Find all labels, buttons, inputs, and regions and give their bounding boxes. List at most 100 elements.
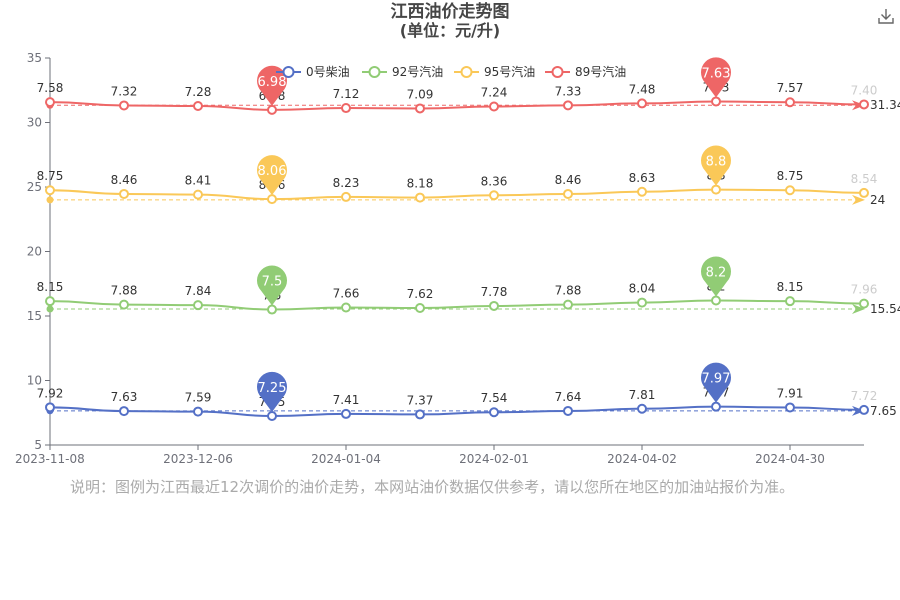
- max-marker-label: 8.2: [706, 266, 727, 281]
- data-point: [341, 302, 351, 313]
- average-label: 24: [870, 193, 885, 207]
- y-tick-label: 35: [27, 51, 42, 65]
- data-label: 7.32: [111, 84, 138, 98]
- data-point: [193, 300, 203, 311]
- data-point: [341, 191, 351, 202]
- data-label: 7.72: [851, 389, 878, 403]
- data-label: 7.92: [37, 386, 64, 400]
- data-label: 7.28: [185, 85, 212, 99]
- data-point: [267, 410, 277, 421]
- data-label: 7.78: [481, 285, 508, 299]
- data-point: [563, 405, 573, 416]
- data-point: [119, 100, 129, 111]
- data-label: 8.46: [111, 173, 138, 187]
- x-tick-label: 2024-01-04: [311, 452, 381, 466]
- data-point: [637, 186, 647, 197]
- data-point: [267, 304, 277, 315]
- data-point: [859, 187, 869, 198]
- min-marker-label: 7.25: [258, 381, 287, 396]
- max-marker-label: 7.63: [702, 66, 731, 81]
- data-point: [711, 401, 721, 412]
- average-label: 15.54: [870, 302, 900, 316]
- data-label: 8.15: [37, 280, 64, 294]
- y-tick-label: 5: [34, 438, 42, 452]
- data-point: [637, 98, 647, 109]
- data-point: [489, 101, 499, 112]
- axes: 5 10 15 20 25 30 35 2023-11-08 2023-12-06 2024-01…: [15, 51, 864, 466]
- legend-item-label: 95号汽油: [484, 64, 535, 79]
- data-point: [785, 185, 795, 196]
- data-label: 7.40: [851, 83, 878, 97]
- max-marker: [701, 256, 732, 297]
- average-arrow: [852, 304, 865, 315]
- data-label: 7.33: [555, 84, 582, 98]
- x-tick-label: 2024-04-30: [755, 452, 825, 466]
- min-marker: [257, 65, 287, 106]
- legend-swatch-dot: [551, 66, 564, 78]
- legend-item-label: 0号柴油: [306, 65, 350, 79]
- data-label: 7.88: [555, 284, 582, 298]
- legend-swatch-dot: [282, 66, 295, 78]
- data-label: 7.96: [851, 283, 878, 297]
- min-marker: [257, 265, 288, 306]
- data-label: 7.58: [37, 81, 64, 95]
- series-line: [49, 299, 865, 311]
- data-point: [637, 403, 647, 414]
- min-marker: [257, 155, 288, 196]
- legend-item-label: 89号汽油: [575, 64, 626, 79]
- data-point: [563, 299, 573, 310]
- data-point: [785, 97, 795, 108]
- legend[interactable]: 0号柴油 92号汽油 95号汽油 89号汽油: [276, 64, 626, 79]
- data-point: [859, 404, 869, 415]
- data-point: [193, 406, 203, 417]
- data-point: [45, 296, 55, 307]
- download-icon[interactable]: [876, 6, 896, 26]
- data-label: 8.75: [777, 169, 804, 183]
- data-point: [415, 192, 425, 203]
- series-lines: 7.65 15.54 24 31.34: [45, 96, 900, 421]
- data-label: 8.54: [851, 172, 878, 186]
- x-tick-label: 2024-04-02: [607, 452, 677, 466]
- data-point: [119, 188, 129, 199]
- data-point: [785, 402, 795, 413]
- data-label: 7.81: [629, 388, 656, 402]
- average-start-dot: [46, 196, 54, 204]
- data-label: 7.84: [185, 284, 212, 298]
- data-point: [415, 103, 425, 114]
- chart-area: 5 10 15 20 25 30 35 2023-11-08 2023-12-06 2024-01…: [15, 51, 900, 466]
- data-label: 7.48: [629, 82, 656, 96]
- data-point: [267, 104, 277, 115]
- data-label: 8.36: [481, 174, 508, 188]
- data-point: [415, 409, 425, 420]
- data-point: [267, 194, 277, 205]
- data-label: 7.09: [407, 87, 434, 101]
- data-label: 7.59: [185, 391, 212, 405]
- min-marker-label: 7.5: [262, 275, 283, 290]
- data-label: 8.04: [629, 282, 656, 296]
- data-label: 7.91: [777, 386, 804, 400]
- data-label: 7.64: [555, 390, 582, 404]
- max-marker-label: 7.97: [702, 372, 731, 387]
- data-label: 8.41: [185, 174, 212, 188]
- data-label: 8.63: [629, 171, 656, 185]
- average-label: 31.34: [870, 98, 900, 112]
- data-point: [711, 184, 721, 195]
- data-label: 8.15: [777, 280, 804, 294]
- min-marker: [257, 371, 288, 412]
- data-point: [341, 408, 351, 419]
- data-label: 8.18: [407, 177, 434, 191]
- data-point: [489, 300, 499, 311]
- data-labels: 7.92 7.63 7.59 7.25 7.41 7.37 7.54 7.64 7.81 7.97…: [37, 80, 878, 409]
- data-point: [859, 298, 869, 309]
- data-point: [563, 100, 573, 111]
- data-label: 7.54: [481, 391, 508, 405]
- data-point: [119, 299, 129, 310]
- data-label: 8.46: [555, 173, 582, 187]
- data-point: [415, 303, 425, 314]
- legend-item-label: 92号汽油: [392, 64, 443, 79]
- y-tick-label: 10: [27, 374, 42, 388]
- data-point: [45, 185, 55, 196]
- data-point: [45, 97, 55, 108]
- data-label: 7.88: [111, 284, 138, 298]
- average-start-dot: [46, 305, 54, 313]
